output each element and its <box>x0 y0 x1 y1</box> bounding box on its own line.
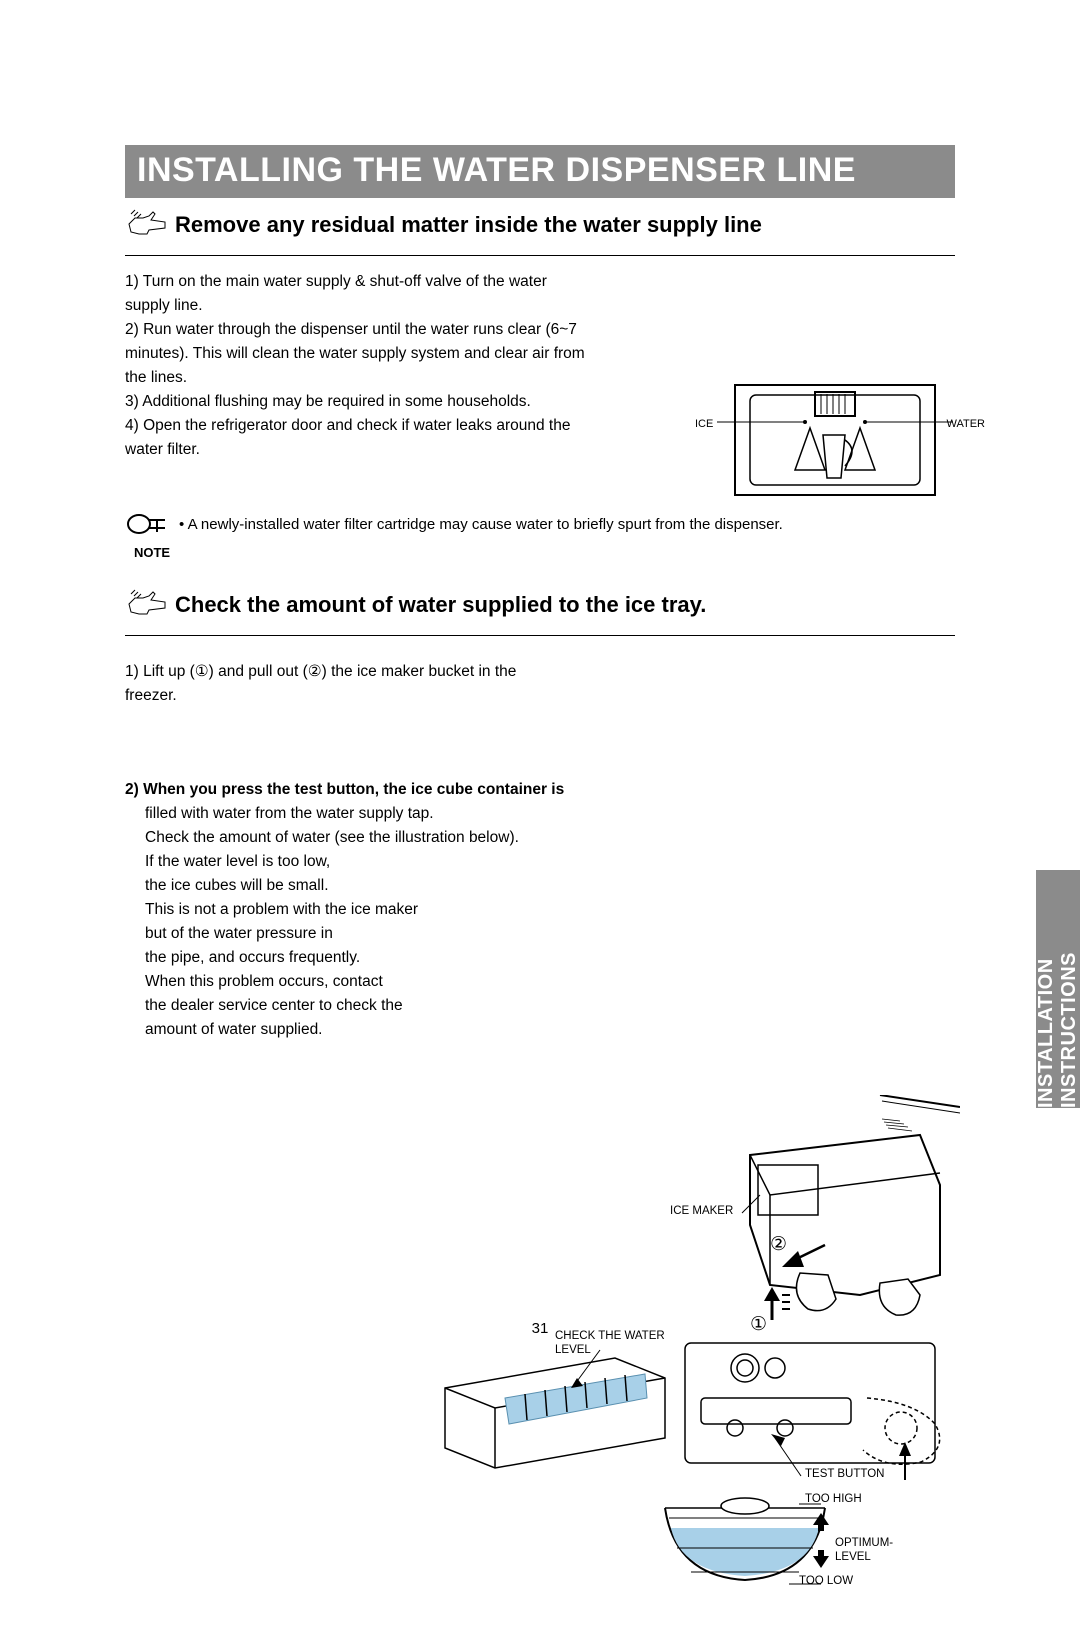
section-2-step-2-body: filled with water from the water supply … <box>145 802 585 1042</box>
ice-maker-label: ICE MAKER <box>670 1205 733 1217</box>
step-1: 1) Turn on the main water supply & shut-… <box>125 270 585 318</box>
ice-tray-diagram: CHECK THE WATER LEVEL TEST BUTTON TOO HI… <box>415 1328 970 1628</box>
water-label: WATER <box>947 418 986 430</box>
section-2-step-2-lead: 2) When you press the test button, the i… <box>125 781 564 798</box>
icemaker-bucket-diagram: ICE MAKER <box>650 1095 960 1330</box>
tray-svg <box>415 1328 970 1628</box>
arrow-down-icon <box>813 1550 829 1568</box>
step-4: 4) Open the refrigerator door and check … <box>125 414 585 462</box>
optimum-label-1: OPTIMUM- <box>835 1537 893 1549</box>
section-2-header: Check the amount of water supplied to th… <box>125 588 955 636</box>
page-title-banner: INSTALLING THE WATER DISPENSER LINE <box>125 145 955 198</box>
too-low-label: TOO LOW <box>799 1575 853 1587</box>
section-1-header: Remove any residual matter inside the wa… <box>125 208 955 256</box>
dispenser-diagram: ICE WATER <box>695 380 975 505</box>
note-label: NOTE <box>125 545 179 560</box>
check-water-label-2: LEVEL <box>555 1344 591 1356</box>
note-text: • A newly-installed water filter cartrid… <box>179 510 783 533</box>
section-1-heading: Remove any residual matter inside the wa… <box>175 208 762 238</box>
side-tab: INSTALLATION INSTRUCTIONS <box>1036 870 1080 1108</box>
check-water-label-1: CHECK THE WATER <box>555 1330 665 1342</box>
step-3: 3) Additional flushing may be required i… <box>125 390 585 414</box>
test-button-label: TEST BUTTON <box>805 1468 884 1480</box>
too-high-label: TOO HIGH <box>805 1493 862 1505</box>
ice-label: ICE <box>695 418 713 430</box>
arrow-up-icon <box>813 1513 829 1531</box>
hand-pointing-icon <box>125 208 169 249</box>
note-icon <box>125 510 169 538</box>
section-2-heading: Check the amount of water supplied to th… <box>175 588 706 618</box>
note-block: NOTE • A newly-installed water filter ca… <box>125 510 955 560</box>
circled-2: ② <box>770 1233 787 1256</box>
section-2-step-1: 1) Lift up (①) and pull out (②) the ice … <box>125 660 525 708</box>
section-1-steps: 1) Turn on the main water supply & shut-… <box>125 270 585 462</box>
optimum-label-2: LEVEL <box>835 1551 871 1563</box>
hand-pointing-icon <box>125 588 169 629</box>
step-2: 2) Run water through the dispenser until… <box>125 318 585 390</box>
